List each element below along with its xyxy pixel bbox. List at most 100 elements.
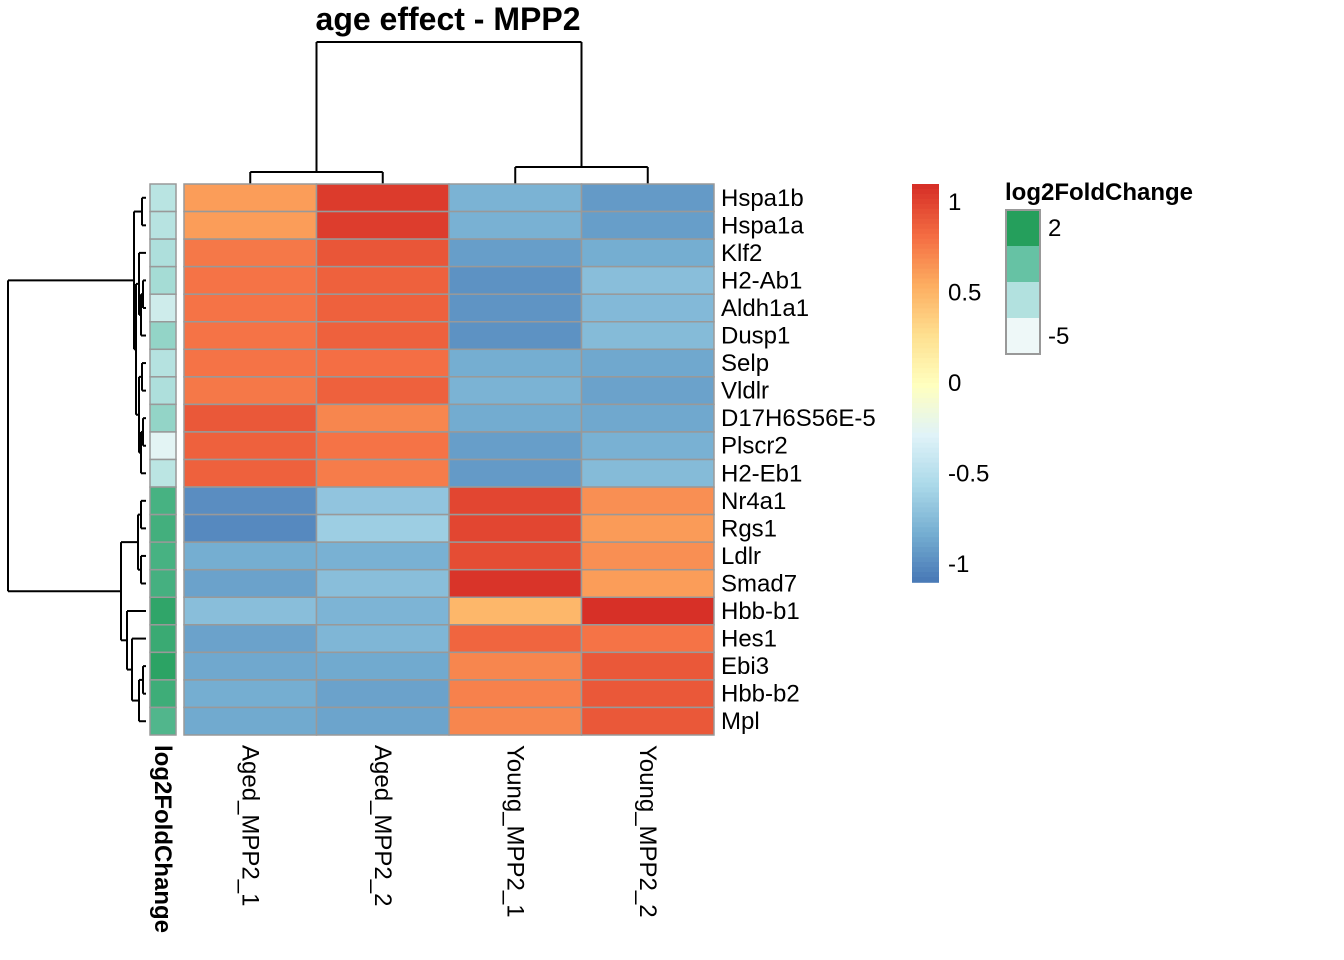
color-scale-step [912,313,939,320]
row-dendrogram [7,196,146,723]
row-label: Hes1 [721,626,777,653]
heatmap-cell [448,624,583,654]
color-scale-step [912,253,939,260]
annotation-legend-label: 2 [1048,215,1061,242]
heatmap-cell [183,265,318,295]
row-label: D17H6S56E-5 [721,405,876,432]
annotation-cell [149,403,177,433]
color-scale-step [912,497,939,504]
color-scale-step [912,383,939,389]
heatmap-cell [183,321,318,351]
heatmap-cell [315,348,450,378]
heatmap-cell [183,376,318,406]
row-label: H2-Eb1 [721,460,802,487]
color-scale-tick-label: 0 [948,370,961,397]
color-scale-step [912,328,939,335]
heatmap-cell [580,624,715,654]
color-scale-step [912,467,939,474]
heatmap-cell [580,596,715,626]
annotation-cell [149,348,177,378]
color-scale-step [912,537,939,543]
row-label: Smad7 [721,570,797,597]
annotation-column [149,183,177,736]
row-label: Mpl [721,708,760,735]
color-scale-step [912,512,939,519]
color-scale-step [912,562,939,568]
heatmap-cell [448,431,583,461]
row-label: Ebi3 [721,653,769,680]
heatmap-cell [315,265,450,295]
heatmap-cell [315,458,450,488]
heatmap-cell [183,541,318,571]
row-label: Hspa1b [721,185,804,212]
heatmap-cell [580,431,715,461]
annotation-cell [149,568,177,599]
color-scale-step [912,427,939,434]
heatmap-cell [448,321,583,351]
color-scale-step [912,442,939,449]
color-scale-step [912,318,939,325]
annotation-legend-swatch [1006,282,1040,318]
heatmap-cell [448,238,583,268]
color-scale-step [912,437,939,444]
color-scale-step [912,557,939,563]
color-scale-step [912,193,939,200]
color-scale-step [912,452,939,459]
heatmap-cell [315,376,450,406]
heatmap-cell [448,403,583,433]
heatmap-cell [448,486,583,516]
color-scale-step [912,517,939,524]
heatmap-cell [580,458,715,488]
row-label: Rgs1 [721,515,777,542]
color-scale-tick-label: 1 [948,189,961,216]
annotation-cell [149,486,177,516]
row-label: Aldh1a1 [721,295,809,322]
color-scale-step [912,283,939,290]
color-scale-step [912,572,939,578]
heatmap-cell [315,513,450,543]
color-scale-tick-label: -0.5 [948,460,989,487]
column-label: Aged_MPP2_1 [236,745,263,906]
color-scale-step [912,188,939,195]
heatmap-cell [183,293,318,323]
color-scale-step [912,198,939,205]
color-scale-step [912,243,939,250]
heatmap-cell [448,651,583,681]
color-scale-step [912,208,939,215]
heatmap-cell [183,706,318,736]
heatmap-cell [183,458,318,488]
color-scale-step [912,308,939,315]
color-scale-step [912,567,939,573]
heatmap-cell [580,403,715,433]
heatmap-cell [315,651,450,681]
annotation-legend-title: log2FoldChange [1005,179,1193,206]
color-scale-step [912,577,939,583]
color-scale-step [912,298,939,305]
heatmap-cell [183,348,318,378]
annotation-legend-swatch [1006,210,1040,246]
color-scale-step [912,348,939,354]
color-scale-step [912,502,939,509]
annotation-cell [149,513,177,543]
heatmap-cell [315,486,450,516]
annotation-cell [149,651,177,681]
heatmap-cell [580,513,715,543]
color-scale-step [912,248,939,255]
row-label: Plscr2 [721,433,788,460]
column-label: Young_MPP2_2 [634,745,661,918]
row-label: Nr4a1 [721,488,786,515]
color-scale-step [912,407,939,414]
annotation-cell [149,376,177,406]
heatmap-cell [580,568,715,599]
annotation-legend-swatch [1006,246,1040,282]
heatmap-cell [183,431,318,461]
color-scale-step [912,228,939,235]
annotation-column-label: log2FoldChange [149,745,176,933]
row-label: Ldlr [721,543,761,570]
color-scale-step [912,368,939,374]
heatmap-cell [315,431,450,461]
color-scale-tick-label: 0.5 [948,280,981,307]
heatmap-cell [448,679,583,709]
heatmap-cell [580,293,715,323]
